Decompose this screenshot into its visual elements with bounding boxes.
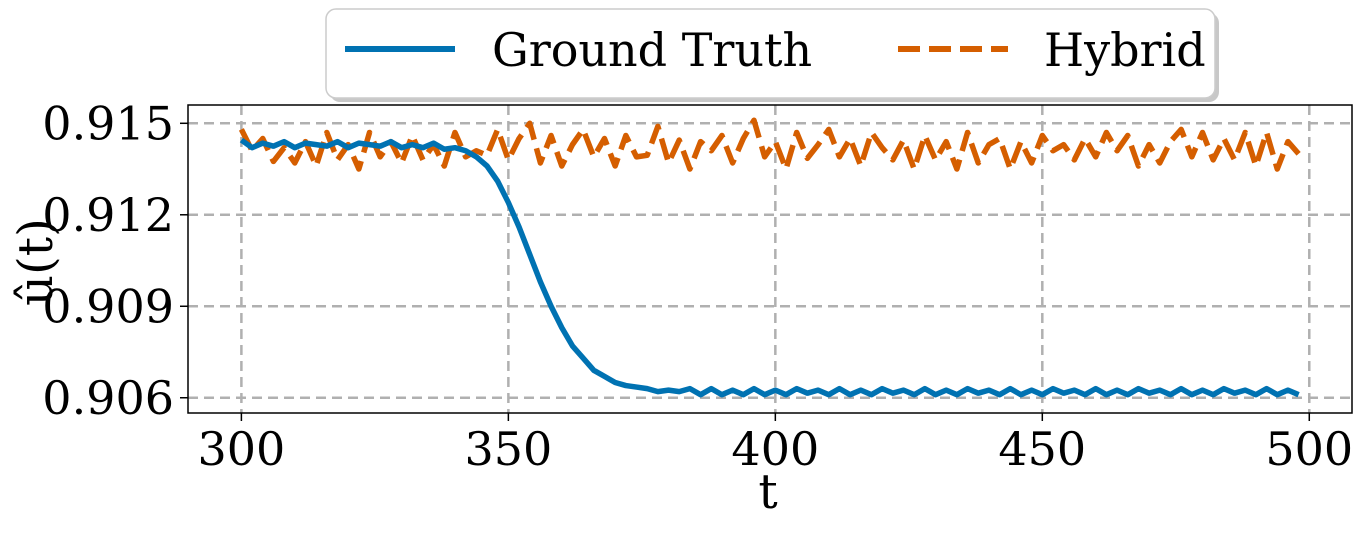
plot-frame xyxy=(187,104,1353,414)
x-tick-label: 350 xyxy=(464,422,552,476)
tick-layer xyxy=(180,122,1311,421)
grid-layer xyxy=(188,105,1352,413)
tick-label-layer: 300 350 400 450 500 0.906 0.909 0.912 0.915 xyxy=(42,96,1353,476)
x-tick-label: 450 xyxy=(998,422,1086,476)
y-tick-label: 0.915 xyxy=(42,96,174,150)
legend-label-hybrid: Hybrid xyxy=(1044,23,1206,77)
legend-label-ground-truth: Ground Truth xyxy=(492,23,812,77)
series-layer xyxy=(238,117,1301,398)
y-axis-label: û(t) xyxy=(8,218,64,306)
x-tick-label: 400 xyxy=(731,422,819,476)
x-tick-label: 500 xyxy=(1265,422,1353,476)
x-axis-label: t xyxy=(758,464,777,520)
legend-box xyxy=(325,8,1216,99)
series-line-ground-truth xyxy=(239,137,1300,398)
y-tick-label: 0.909 xyxy=(42,279,174,333)
y-tick-label: 0.906 xyxy=(42,371,174,425)
y-tick-label: 0.912 xyxy=(42,188,174,242)
legend: Ground Truth Hybrid xyxy=(325,8,1219,102)
x-tick-label: 300 xyxy=(197,422,285,476)
